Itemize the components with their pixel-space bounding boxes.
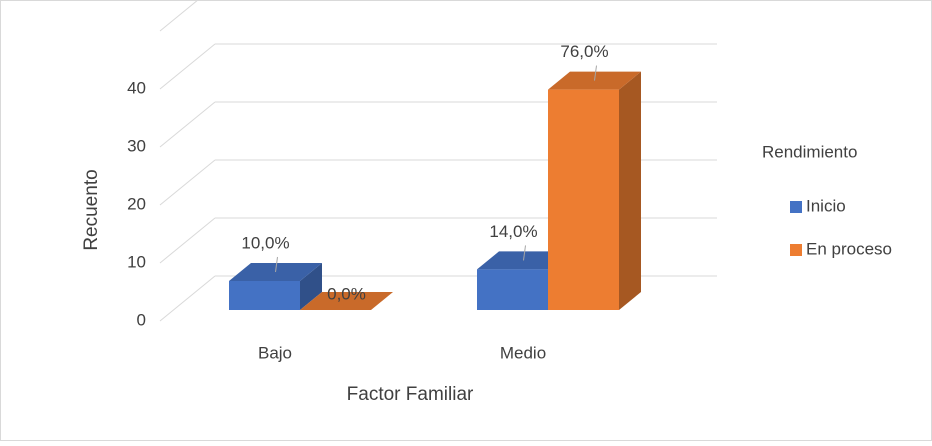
- y-tick-label: 20: [127, 194, 146, 213]
- grid-line-side: [159, 217, 216, 264]
- legend-label: En proceso: [806, 239, 892, 258]
- grid-top-side: [159, 0, 199, 32]
- y-axis-label: Recuento: [81, 169, 102, 250]
- bar-front: [477, 269, 548, 310]
- leader-line: [594, 65, 597, 81]
- x-tick-label: Medio: [500, 343, 546, 362]
- bar-side: [300, 263, 322, 310]
- leader-line: [275, 256, 278, 273]
- legend-title: Rendimiento: [762, 142, 857, 161]
- y-tick-label: 10: [127, 252, 146, 271]
- data-label: 14,0%: [489, 222, 537, 241]
- data-label: 0,0%: [327, 284, 366, 303]
- bar-side: [619, 71, 641, 310]
- x-tick-label: Bajo: [258, 343, 292, 362]
- bar-front: [229, 281, 300, 310]
- x-axis-label: Factor Familiar: [347, 384, 474, 405]
- legend-swatch: [790, 244, 802, 256]
- y-tick-label: 0: [137, 310, 146, 329]
- legend-label: Inicio: [806, 196, 846, 215]
- bar: [548, 71, 641, 310]
- grid-line-side: [159, 275, 216, 322]
- bar: [300, 292, 393, 310]
- bar-front: [548, 89, 619, 310]
- grid-line-side: [159, 43, 216, 90]
- bar-top: [300, 292, 393, 310]
- leader-line: [523, 245, 526, 261]
- legend-swatch: [790, 201, 802, 213]
- y-tick-label: 40: [127, 78, 146, 97]
- grid-line-side: [159, 101, 216, 148]
- data-label: 10,0%: [241, 233, 289, 252]
- data-label: 76,0%: [560, 42, 608, 61]
- y-tick-label: 30: [127, 136, 146, 155]
- grid-line-side: [159, 159, 216, 206]
